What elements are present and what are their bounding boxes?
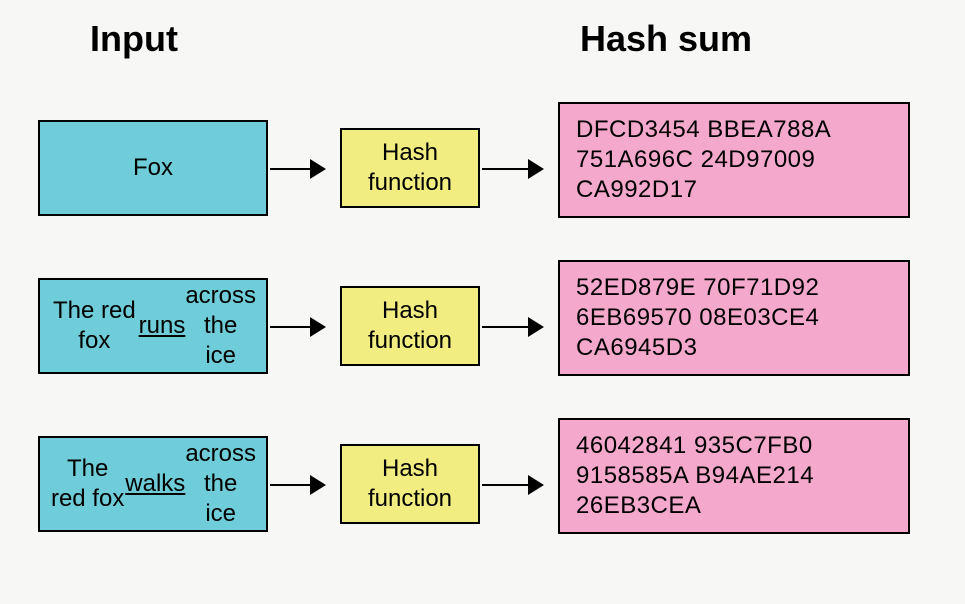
diagram-canvas: Input Hash sum Fox Hashfunction DFCD3454… [0,0,965,604]
hash-text-1: 52ED879E 70F71D92 6EB69570 08E03CE4 CA69… [576,273,819,363]
hash-function-box-1: Hashfunction [340,286,480,366]
hash-function-box-2: Hashfunction [340,444,480,524]
hash-text-2: 46042841 935C7FB0 9158585A B94AE214 26EB… [576,431,814,521]
arrow-input-to-fn-2 [270,484,324,486]
fn-label-2: Hashfunction [368,454,452,514]
fn-label-0: Hashfunction [368,138,452,198]
header-hashsum: Hash sum [580,18,752,60]
hash-output-box-1: 52ED879E 70F71D92 6EB69570 08E03CE4 CA69… [558,260,910,376]
input-box-0: Fox [38,120,268,216]
arrow-input-to-fn-1 [270,326,324,328]
hash-output-box-0: DFCD3454 BBEA788A 751A696C 24D97009 CA99… [558,102,910,218]
input-box-2: The red foxwalks acrossthe ice [38,436,268,532]
hash-text-0: DFCD3454 BBEA788A 751A696C 24D97009 CA99… [576,115,831,205]
hash-function-box-0: Hashfunction [340,128,480,208]
fn-label-1: Hashfunction [368,296,452,356]
arrow-fn-to-hash-0 [482,168,542,170]
hash-output-box-2: 46042841 935C7FB0 9158585A B94AE214 26EB… [558,418,910,534]
arrow-fn-to-hash-2 [482,484,542,486]
input-box-1: The red foxruns acrossthe ice [38,278,268,374]
arrow-fn-to-hash-1 [482,326,542,328]
header-input: Input [90,18,178,60]
arrow-input-to-fn-0 [270,168,324,170]
